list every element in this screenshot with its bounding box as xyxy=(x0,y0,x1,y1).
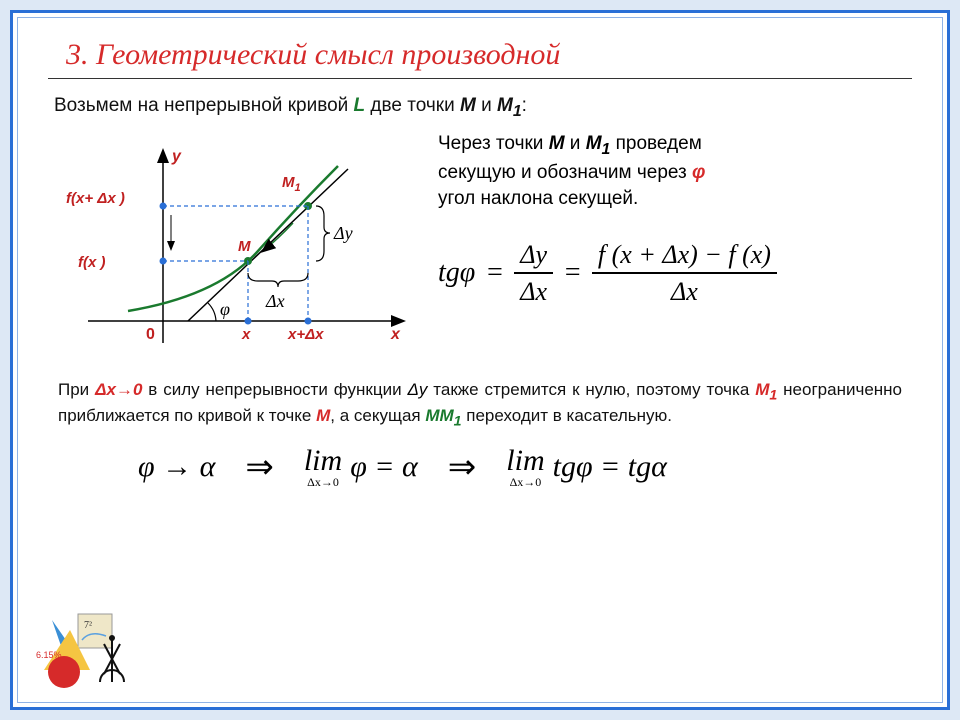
xaxis-dot-x xyxy=(245,317,252,324)
intro-end: : xyxy=(522,95,527,116)
intro-text: Возьмем на непрерывной кривой L две точк… xyxy=(54,95,912,121)
inner-frame: 3. Геометрический смысл производной Возь… xyxy=(17,17,943,703)
origin-label: 0 xyxy=(146,326,155,343)
formula-eq2: = xyxy=(563,254,582,292)
svg-text:7²: 7² xyxy=(84,620,92,631)
intro-and: и xyxy=(476,95,497,116)
formula-lhs: tgφ xyxy=(438,254,475,292)
implies-icon: ⇒ xyxy=(448,447,477,487)
yaxis-dot-fxdx xyxy=(160,202,167,209)
tangent-formula: tgφ = Δy Δx = f (x + Δx) − f (x) Δx xyxy=(438,237,912,309)
intro-mid: две точки xyxy=(365,95,460,116)
yaxis-dot-fx xyxy=(160,257,167,264)
title-rule xyxy=(48,78,912,79)
right-line1: Через точки M и M1 проведем xyxy=(438,131,912,160)
explanation-paragraph: При Δx→0 в силу непрерывности функции Δy… xyxy=(58,379,902,432)
lim-tgphi: lim Δx→0 tgφ = tgα xyxy=(506,446,667,488)
page-title: 3. Геометрический смысл производной xyxy=(66,38,912,72)
right-line3: угол наклона секущей. xyxy=(438,186,912,212)
right-line2: секущую и обозначим через φ xyxy=(438,160,912,186)
xdxtick-label: x+Δx xyxy=(287,326,324,343)
formula-eq1: = xyxy=(485,254,504,292)
xaxis-dot-xdx xyxy=(305,317,312,324)
math-clipart-icon: 7² 6.15% xyxy=(34,608,144,688)
lim-phi: lim Δx→0 φ = α xyxy=(304,446,418,488)
intro-M1: M1 xyxy=(497,95,522,116)
intro-L: L xyxy=(354,95,366,116)
derivative-chart: φ Δx xyxy=(48,131,418,361)
intro-M: M xyxy=(460,95,476,116)
limit-row: φ → α ⇒ lim Δx→0 φ = α ⇒ lim Δx→0 tgφ = … xyxy=(48,446,912,488)
fx-label: f(x ) xyxy=(78,254,106,271)
secant-description: Через точки M и M1 проведем секущую и об… xyxy=(438,131,912,309)
brace-dy xyxy=(316,206,330,261)
phi-to-alpha: φ → α xyxy=(138,450,215,484)
xtick-label: x xyxy=(241,326,251,343)
intro-pre: Возьмем на непрерывной кривой xyxy=(54,95,354,116)
angle-arc xyxy=(208,303,216,321)
dx-label: Δx xyxy=(265,291,285,311)
curve-L xyxy=(128,166,338,311)
x-axis-label: x xyxy=(390,326,401,343)
row-figure-text: φ Δx xyxy=(48,131,912,361)
M1-label: M1 xyxy=(282,174,301,194)
brace-dx xyxy=(248,273,308,287)
y-axis-label: y xyxy=(171,148,182,165)
outer-frame: 3. Геометрический смысл производной Возь… xyxy=(10,10,950,710)
frac-dydx: Δy Δx xyxy=(514,237,553,309)
frac-full: f (x + Δx) − f (x) Δx xyxy=(592,237,777,309)
fxdx-label: f(x+ Δx ) xyxy=(66,190,125,207)
M-label: M xyxy=(238,238,251,255)
implies-icon: ⇒ xyxy=(245,447,274,487)
phi-label: φ xyxy=(220,299,230,319)
dy-label: Δy xyxy=(333,223,353,243)
